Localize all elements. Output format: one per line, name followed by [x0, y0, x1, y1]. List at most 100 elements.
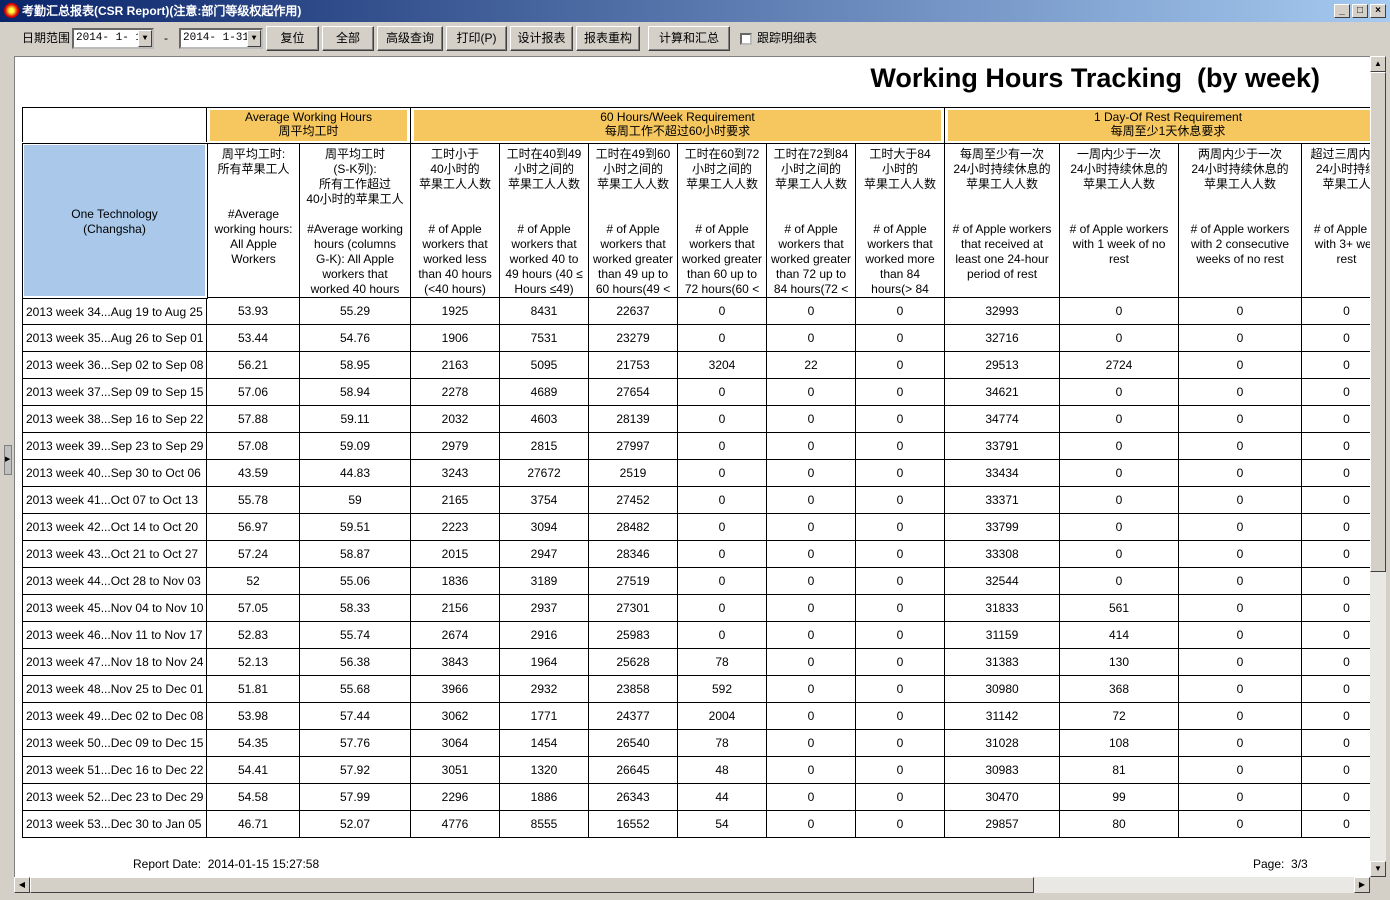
group-header-label: 60 Hours/Week Requirement 每周工作不超过60小时要求: [414, 110, 942, 141]
week-label-cell: 2013 week 53...Dec 30 to Jan 05: [22, 810, 207, 838]
week-label-cell: 2013 week 42...Oct 14 to Oct 20: [22, 513, 207, 541]
value-cell: 44.83: [298, 459, 412, 487]
value-cell: 130: [1059, 648, 1180, 676]
value-cell: 2724: [1059, 351, 1180, 379]
value-cell: 1964: [499, 648, 590, 676]
value-cell: 3064: [410, 729, 501, 757]
value-cell: 0: [855, 378, 946, 406]
calculate-summarize-button[interactable]: 计算和汇总: [648, 26, 730, 51]
value-cell: 561: [1059, 594, 1180, 622]
value-cell: 0: [855, 756, 946, 784]
value-cell: 33371: [944, 486, 1061, 514]
value-cell: 57.05: [206, 594, 300, 622]
scroll-left-icon[interactable]: ◀: [14, 877, 30, 893]
value-cell: 1925: [410, 297, 501, 325]
scroll-up-icon[interactable]: ▲: [1370, 56, 1386, 72]
week-label-cell: 2013 week 41...Oct 07 to Oct 13: [22, 486, 207, 514]
value-cell: 0: [1059, 567, 1180, 595]
close-button[interactable]: ×: [1370, 4, 1386, 18]
table-row: 2013 week 45...Nov 04 to Nov 10 57.05 58.3…: [22, 594, 1370, 622]
value-cell: 0: [1301, 621, 1370, 649]
scroll-right-icon[interactable]: ▶: [1354, 877, 1370, 893]
print-button[interactable]: 打印(P): [446, 26, 507, 51]
table-row: 2013 week 50...Dec 09 to Dec 15 54.35 57.7…: [22, 729, 1370, 757]
value-cell: 52.13: [206, 648, 300, 676]
date-range-label: 日期范围: [22, 31, 71, 45]
maximize-button[interactable]: □: [1352, 4, 1368, 18]
reset-button[interactable]: 复位: [266, 26, 319, 51]
value-cell: 57.99: [298, 783, 412, 811]
value-cell: 27997: [588, 432, 679, 460]
vertical-scrollbar[interactable]: ▲ ▼: [1370, 56, 1386, 877]
scroll-down-icon[interactable]: ▼: [1370, 861, 1386, 877]
minimize-button[interactable]: _: [1334, 4, 1350, 18]
date-to-value: 2014- 1-31: [183, 32, 250, 44]
week-label-cell: 2013 week 45...Nov 04 to Nov 10: [22, 594, 207, 622]
value-cell: 0: [855, 675, 946, 703]
value-cell: 0: [1059, 297, 1180, 325]
value-cell: 31383: [944, 648, 1061, 676]
column-header: 工时在40到49 小时之间的 苹果工人人数 # of Apple workers tha…: [499, 143, 590, 298]
table-row: 2013 week 34...Aug 19 to Aug 25 53.93 55.2…: [22, 297, 1370, 325]
horizontal-scroll-thumb[interactable]: [30, 877, 1034, 893]
vertical-scroll-thumb[interactable]: [1370, 72, 1386, 572]
value-cell: 0: [855, 567, 946, 595]
side-panel-toggle[interactable]: ▶: [4, 445, 12, 475]
date-from-select[interactable]: 2014- 1- 1 ▼: [72, 28, 154, 49]
value-cell: 25983: [588, 621, 679, 649]
value-cell: 31028: [944, 729, 1061, 757]
value-cell: 59.11: [298, 405, 412, 433]
value-cell: 2278: [410, 378, 501, 406]
column-header: 一周内少于一次 24小时持续休息的 苹果工人人数 # of Apple workers…: [1059, 143, 1180, 298]
report-date: Report Date: 2014-01-15 15:27:58: [133, 857, 319, 871]
value-cell: 31833: [944, 594, 1061, 622]
value-cell: 0: [1301, 594, 1370, 622]
rebuild-report-button[interactable]: 报表重构: [576, 26, 640, 51]
value-cell: 57.92: [298, 756, 412, 784]
value-cell: 4603: [499, 405, 590, 433]
value-cell: 0: [1178, 810, 1303, 838]
value-cell: 58.33: [298, 594, 412, 622]
value-cell: 43.59: [206, 459, 300, 487]
group-header-row: Average Working Hours 周平均工时 60 Hours/Week …: [22, 107, 1370, 144]
advanced-query-button[interactable]: 高级查询: [377, 26, 443, 51]
value-cell: 78: [677, 729, 768, 757]
week-label-cell: 2013 week 40...Sep 30 to Oct 06: [22, 459, 207, 487]
value-cell: 58.87: [298, 540, 412, 568]
value-cell: 2916: [499, 621, 590, 649]
toolbar: 日期范围 2014- 1- 1 ▼ - 2014- 1-31 ▼ 复位 全部 高级查…: [0, 24, 1390, 54]
report-date-label: Report Date:: [133, 857, 202, 871]
value-cell: 0: [766, 486, 857, 514]
week-label-cell: 2013 week 48...Nov 25 to Dec 01: [22, 675, 207, 703]
value-cell: 57.44: [298, 702, 412, 730]
design-report-button[interactable]: 设计报表: [510, 26, 573, 51]
date-to-select[interactable]: 2014- 1-31 ▼: [179, 28, 263, 49]
value-cell: 0: [1178, 378, 1303, 406]
chevron-down-icon[interactable]: ▼: [247, 30, 261, 47]
table-row: 2013 week 36...Sep 02 to Sep 08 56.21 58.9…: [22, 351, 1370, 379]
date-from-value: 2014- 1- 1: [76, 32, 143, 44]
value-cell: 0: [677, 486, 768, 514]
value-cell: 54.58: [206, 783, 300, 811]
value-cell: 0: [1059, 432, 1180, 460]
value-cell: 1836: [410, 567, 501, 595]
value-cell: 0: [766, 567, 857, 595]
value-cell: 3243: [410, 459, 501, 487]
horizontal-scrollbar[interactable]: ◀ ▶: [14, 877, 1370, 893]
value-cell: 55.29: [298, 297, 412, 325]
value-cell: 0: [1178, 486, 1303, 514]
value-cell: 0: [1178, 432, 1303, 460]
group-header: Average Working Hours 周平均工时: [205, 107, 412, 144]
value-cell: 414: [1059, 621, 1180, 649]
week-label-cell: 2013 week 37...Sep 09 to Sep 15: [22, 378, 207, 406]
value-cell: 5095: [499, 351, 590, 379]
value-cell: 0: [855, 324, 946, 352]
all-button[interactable]: 全部: [322, 26, 374, 51]
value-cell: 0: [766, 405, 857, 433]
table-row: 2013 week 39...Sep 23 to Sep 29 57.08 59.0…: [22, 432, 1370, 460]
chevron-down-icon[interactable]: ▼: [138, 30, 152, 47]
table-row: 2013 week 43...Oct 21 to Oct 27 57.24 58.8…: [22, 540, 1370, 568]
value-cell: 32716: [944, 324, 1061, 352]
track-details-checkbox[interactable]: [740, 33, 752, 45]
value-cell: 0: [855, 459, 946, 487]
